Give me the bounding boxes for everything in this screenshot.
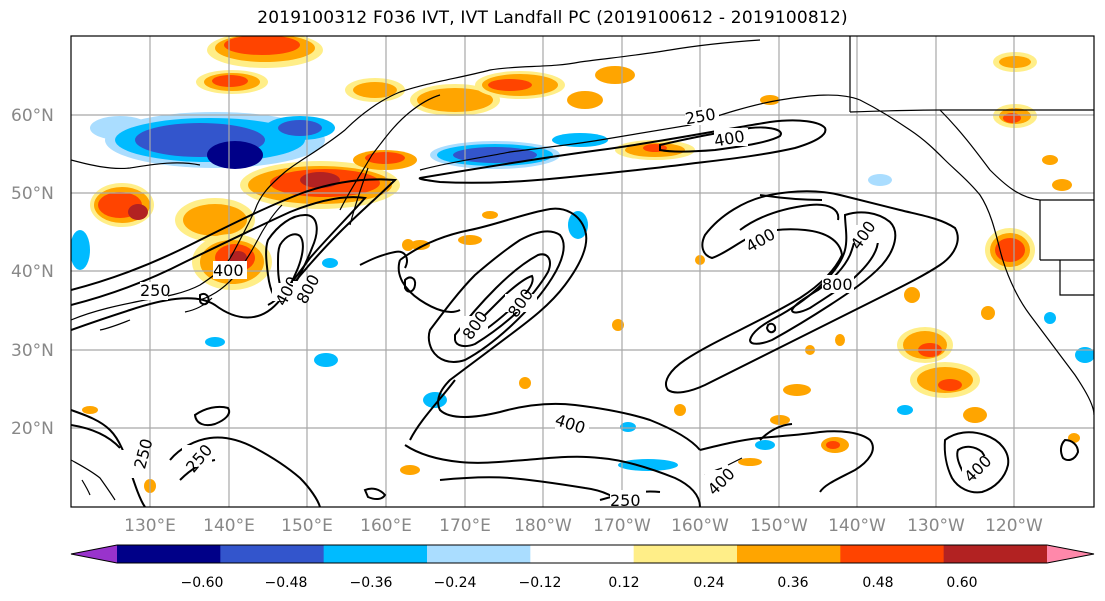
contour-label: 250 <box>140 281 171 300</box>
lon-label: 160°W <box>671 516 729 536</box>
colorbar-tick-label: −0.60 <box>181 575 224 591</box>
colorbar-tick-label: 0.48 <box>862 575 893 591</box>
colorbar-segment <box>220 545 325 563</box>
lon-label: 140°W <box>828 516 886 536</box>
colorbar-segment <box>117 545 221 563</box>
lat-label: 50°N <box>11 184 54 204</box>
lon-label: 170°W <box>593 516 651 536</box>
contour-label: 800 <box>822 275 853 294</box>
colorbar-tick-label: 0.12 <box>608 575 639 591</box>
colorbar-segment <box>323 545 428 563</box>
colorbar-segment <box>427 545 531 563</box>
lon-label: 180°W <box>514 516 572 536</box>
lon-label: 140°E <box>203 516 255 536</box>
lon-label: 120°W <box>985 516 1043 536</box>
lat-labels: 60°N 50°N 40°N 30°N 20°N <box>11 106 54 439</box>
colorbar <box>70 544 1095 564</box>
colorbar-segment <box>530 545 635 563</box>
lat-label: 40°N <box>11 262 54 282</box>
map-frame <box>70 35 1095 508</box>
colorbar-outline <box>70 544 1095 564</box>
colorbar-tick-label: −0.24 <box>434 575 477 591</box>
lon-label: 150°E <box>281 516 333 536</box>
lat-label: 30°N <box>11 341 54 361</box>
colorbar-labels: −0.60 −0.48 −0.36 −0.24 −0.12 0.12 0.24 … <box>181 575 978 591</box>
lon-labels: 130°E 140°E 150°E 160°E 170°E 180°W 170°… <box>124 516 1043 536</box>
lon-label: 130°E <box>124 516 176 536</box>
lon-label: 160°E <box>360 516 412 536</box>
colorbar-segment <box>943 545 1048 563</box>
lon-label: 170°E <box>439 516 491 536</box>
colorbar-tick-label: 0.60 <box>946 575 977 591</box>
contour-label: 250 <box>610 491 641 510</box>
colorbar-tick-label: 0.36 <box>777 575 808 591</box>
map-panel: 250 400 400 800 250 800 400 800 400 800 … <box>71 36 1094 510</box>
colorbar-segment <box>633 545 738 563</box>
lat-label: 60°N <box>11 106 54 126</box>
colorbar-segment <box>840 545 945 563</box>
pc-shading <box>71 36 1094 493</box>
colorbar-extend-max <box>1047 545 1094 563</box>
colorbar-tick-label: −0.12 <box>519 575 562 591</box>
lon-label: 150°W <box>750 516 808 536</box>
ivt-contours <box>71 119 1080 507</box>
lat-label: 20°N <box>11 419 54 439</box>
contour-label: 400 <box>213 261 244 280</box>
colorbar-extend-min <box>71 545 117 563</box>
colorbar-tick-label: −0.48 <box>265 575 308 591</box>
lon-label: 130°W <box>907 516 965 536</box>
map-title: 2019100312 F036 IVT, IVT Landfall PC (20… <box>257 8 848 28</box>
colorbar-segment <box>737 545 841 563</box>
colorbar-tick-label: 0.24 <box>693 575 724 591</box>
colorbar-tick-label: −0.36 <box>350 575 393 591</box>
